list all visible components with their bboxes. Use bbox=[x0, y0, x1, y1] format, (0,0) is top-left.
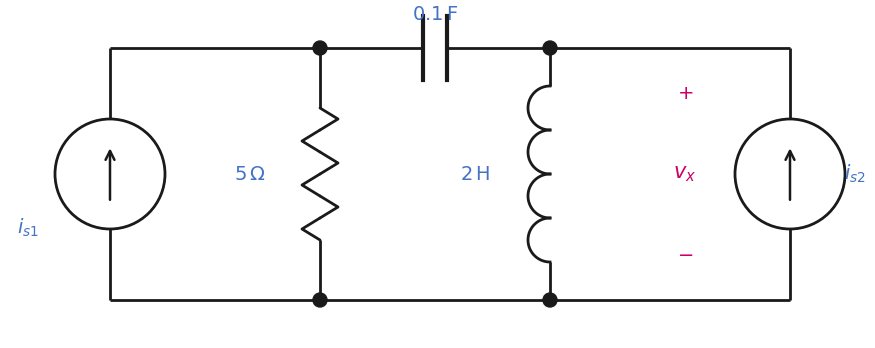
Circle shape bbox=[543, 293, 557, 307]
Text: $2\,\mathrm{H}$: $2\,\mathrm{H}$ bbox=[460, 165, 490, 183]
Circle shape bbox=[313, 293, 327, 307]
Text: $i_{s1}$: $i_{s1}$ bbox=[17, 217, 39, 239]
Circle shape bbox=[543, 41, 557, 55]
Circle shape bbox=[313, 41, 327, 55]
Text: $-$: $-$ bbox=[677, 244, 693, 262]
Text: $v_x$: $v_x$ bbox=[674, 164, 696, 184]
Text: $0.1\,\mathrm{F}$: $0.1\,\mathrm{F}$ bbox=[412, 6, 459, 24]
Text: $+$: $+$ bbox=[677, 84, 693, 103]
Text: $5\,\Omega$: $5\,\Omega$ bbox=[234, 165, 266, 183]
Text: $i_{s2}$: $i_{s2}$ bbox=[844, 163, 866, 185]
